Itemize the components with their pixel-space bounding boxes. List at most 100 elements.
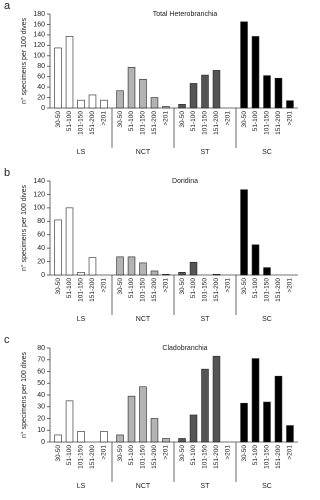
- y-tick-label: 120: [33, 191, 45, 198]
- bar: [116, 256, 124, 276]
- x-tick-label: 151-200: [89, 111, 96, 135]
- y-tick-label: 100: [33, 53, 45, 60]
- y-tick-label: 140: [33, 32, 45, 39]
- x-tick-label: >201: [225, 445, 232, 460]
- y-tick-label: 50: [37, 380, 45, 387]
- y-tick-label: 20: [37, 94, 45, 101]
- bar: [139, 386, 147, 443]
- x-tick-label: 51-100: [252, 445, 259, 466]
- x-tick-label: 51-100: [128, 111, 135, 132]
- x-tick-label: 151-200: [275, 278, 282, 302]
- x-tick-label: 151-200: [151, 445, 158, 469]
- bar: [88, 257, 97, 276]
- bar: [139, 262, 147, 276]
- bar: [263, 75, 271, 109]
- y-tick-label: 0: [41, 439, 45, 446]
- bar: [100, 431, 108, 443]
- bar: [162, 106, 170, 109]
- x-tick-label: 101-150: [202, 111, 209, 135]
- y-tick-label: 0: [41, 105, 45, 112]
- x-tick-label: 101-150: [264, 445, 271, 469]
- x-tick-label: 30-50: [117, 445, 124, 462]
- group-label: ST: [201, 483, 211, 490]
- x-tick-label: 151-200: [89, 445, 96, 469]
- bar: [201, 368, 209, 443]
- panel-letter: c: [4, 334, 10, 346]
- x-tick-label: 101-150: [140, 111, 147, 135]
- group-label: NCT: [136, 316, 151, 323]
- bar: [251, 358, 260, 443]
- x-tick-label: 51-100: [128, 445, 135, 466]
- x-tick-label: 51-100: [190, 445, 197, 466]
- bar: [178, 272, 186, 276]
- x-tick-label: 51-100: [190, 111, 197, 132]
- x-tick-label: 30-50: [179, 111, 186, 128]
- y-tick-label: 80: [37, 345, 45, 352]
- x-tick-label: 51-100: [128, 278, 135, 299]
- group-label: ST: [201, 316, 211, 323]
- x-tick-label: >201: [163, 278, 170, 293]
- x-tick-label: 101-150: [264, 111, 271, 135]
- chart-title: Cladobranchia: [162, 345, 207, 352]
- y-tick-label: 40: [37, 392, 45, 399]
- x-tick-label: 101-150: [202, 278, 209, 302]
- bar: [286, 425, 294, 443]
- x-tick-label: >201: [225, 278, 232, 293]
- y-tick-label: 140: [33, 178, 45, 185]
- figure: a Total Heterobranchia n° specimens per 10…: [4, 0, 298, 490]
- bar: [54, 434, 62, 443]
- bar: [274, 77, 283, 109]
- bar: [150, 418, 159, 443]
- bar: [240, 402, 248, 443]
- bar: [65, 400, 74, 443]
- y-tick-label: 80: [37, 63, 45, 70]
- x-tick-label: 101-150: [264, 278, 271, 302]
- y-tick-label: 40: [37, 84, 45, 91]
- x-tick-label: 30-50: [179, 278, 186, 295]
- bar: [251, 36, 260, 109]
- bar: [77, 99, 85, 109]
- x-tick-label: 51-100: [252, 111, 259, 132]
- x-tick-label: 51-100: [66, 445, 73, 466]
- bar: [77, 431, 85, 443]
- bar: [201, 74, 209, 109]
- y-tick-label: 20: [37, 258, 45, 265]
- y-axis-label: n° specimens per 100 dives: [20, 351, 28, 438]
- x-tick-label: 51-100: [252, 278, 259, 299]
- x-tick-label: 51-100: [66, 278, 73, 299]
- x-tick-label: 151-200: [151, 111, 158, 135]
- bar: [54, 47, 62, 109]
- x-tick-label: 51-100: [190, 278, 197, 299]
- y-tick-label: 0: [41, 272, 45, 279]
- bar: [212, 355, 221, 443]
- bar: [116, 90, 124, 109]
- y-tick-label: 10: [37, 427, 45, 434]
- x-tick-label: >201: [101, 445, 108, 460]
- bar: [274, 375, 283, 443]
- x-tick-label: 101-150: [202, 445, 209, 469]
- x-tick-label: 30-50: [241, 445, 248, 462]
- bar: [100, 99, 108, 109]
- x-tick-label: 30-50: [241, 111, 248, 128]
- bar: [240, 189, 248, 276]
- x-tick-label: 30-50: [179, 445, 186, 462]
- x-tick-label: 151-200: [151, 278, 158, 302]
- x-tick-label: 30-50: [55, 445, 62, 462]
- bar: [116, 434, 124, 443]
- y-tick-label: 70: [37, 357, 45, 364]
- panel-letter: a: [4, 0, 11, 12]
- bar: [178, 438, 186, 443]
- bar: [150, 97, 159, 109]
- x-tick-label: 30-50: [55, 111, 62, 128]
- chart-title: Total Heterobranchia: [153, 11, 218, 18]
- x-tick-label: >201: [101, 278, 108, 293]
- y-tick-label: 160: [33, 21, 45, 28]
- bar: [65, 207, 74, 276]
- bar: [212, 70, 221, 109]
- y-tick-label: 180: [33, 11, 45, 18]
- x-tick-label: 30-50: [55, 278, 62, 295]
- group-label: SC: [262, 483, 272, 490]
- y-tick-label: 60: [37, 74, 45, 81]
- y-tick-label: 60: [37, 368, 45, 375]
- x-tick-label: 101-150: [140, 445, 147, 469]
